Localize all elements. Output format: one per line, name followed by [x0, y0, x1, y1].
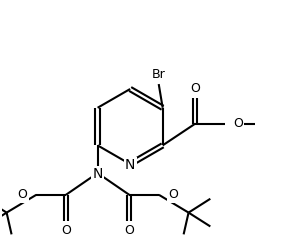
- Text: N: N: [92, 167, 103, 181]
- Text: O: O: [168, 188, 178, 201]
- Text: O: O: [18, 188, 27, 201]
- Text: O: O: [124, 224, 134, 237]
- Text: O: O: [233, 117, 243, 130]
- Text: Br: Br: [152, 68, 166, 81]
- Text: N: N: [125, 158, 135, 172]
- Text: O: O: [61, 224, 71, 237]
- Text: O: O: [190, 81, 200, 94]
